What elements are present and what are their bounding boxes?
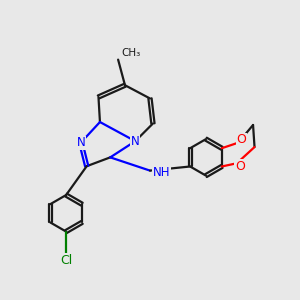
Text: CH₃: CH₃ <box>121 48 140 58</box>
Text: N: N <box>76 136 85 149</box>
Text: Cl: Cl <box>60 254 72 267</box>
Text: O: O <box>236 133 246 146</box>
Text: N: N <box>131 135 140 148</box>
Text: NH: NH <box>153 166 170 178</box>
Text: O: O <box>235 160 245 173</box>
